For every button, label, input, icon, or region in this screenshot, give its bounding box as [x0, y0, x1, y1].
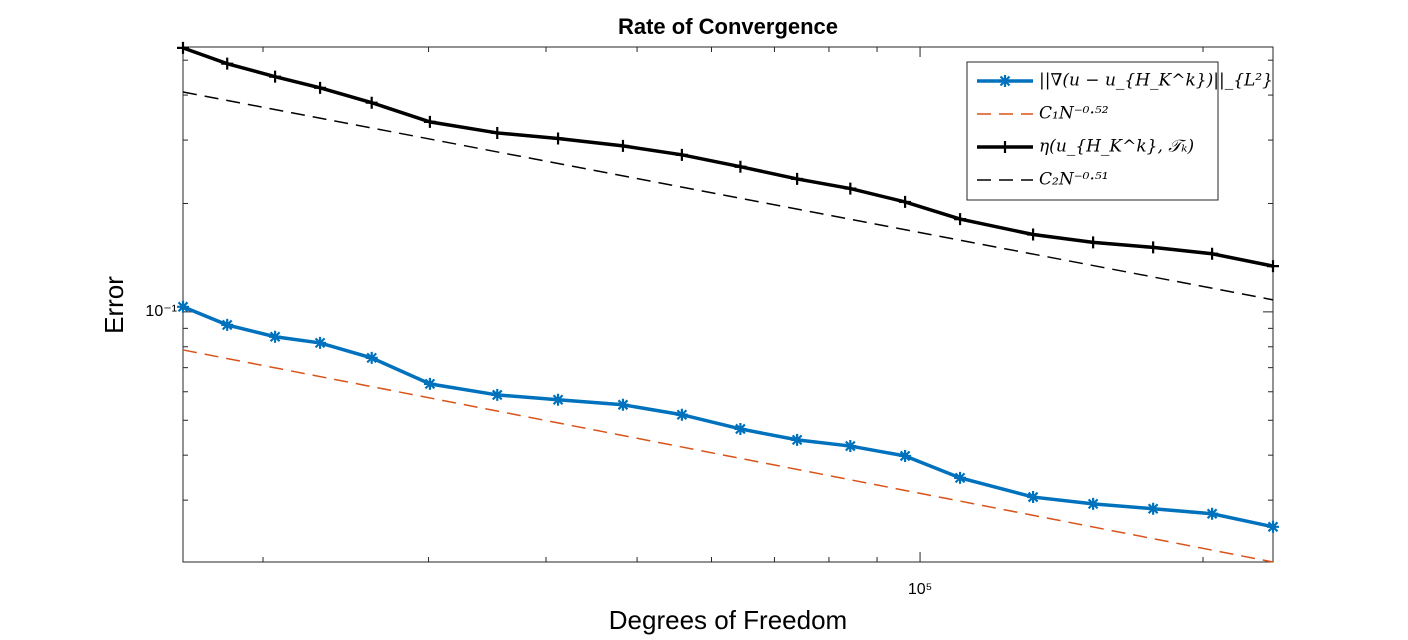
legend-marker: [999, 141, 1011, 153]
marker: [177, 300, 189, 313]
marker: [365, 351, 378, 364]
legend: ||∇(u − u_{H_K^k})||_{L²} C₁N⁻⁰·⁵² η(u_{H_…: [966, 61, 1273, 201]
y-tick-label: 10⁻¹: [145, 303, 177, 320]
marker: [1027, 491, 1040, 504]
marker: [791, 433, 804, 446]
marker: [899, 195, 912, 208]
y-axis-label: Error: [99, 276, 129, 334]
marker: [1087, 236, 1100, 249]
marker: [314, 81, 327, 94]
series-line: [182, 46, 1274, 268]
marker: [269, 330, 282, 343]
marker: [365, 96, 378, 109]
x-axis-label: Degrees of Freedom: [609, 605, 847, 635]
marker: [423, 115, 436, 128]
marker: [954, 471, 967, 484]
marker: [1206, 507, 1219, 520]
marker: [844, 440, 857, 453]
marker: [1147, 241, 1160, 254]
marker: [221, 57, 234, 70]
legend-marker: [999, 75, 1011, 87]
series-line: [182, 91, 1274, 301]
marker: [491, 388, 504, 401]
marker: [221, 318, 234, 331]
marker: [552, 393, 565, 406]
marker: [1206, 247, 1219, 260]
marker: [954, 213, 967, 226]
marker: [899, 449, 912, 462]
marker: [1267, 520, 1279, 533]
series-line: [182, 305, 1274, 529]
marker: [616, 139, 629, 152]
marker: [844, 182, 857, 195]
marker: [616, 398, 629, 411]
legend-label: η(u_{H_K^k}, 𝒯ₖ): [1039, 137, 1194, 157]
legend-label: ||∇(u − u_{H_K^k})||_{L²}: [1039, 71, 1273, 91]
marker: [552, 132, 565, 145]
marker: [791, 172, 804, 185]
marker: [675, 148, 688, 161]
marker: [675, 408, 688, 421]
marker: [1087, 497, 1100, 510]
marker: [491, 126, 504, 139]
chart-title: Rate of Convergence: [618, 14, 838, 39]
marker: [1147, 502, 1160, 515]
marker: [423, 377, 436, 390]
marker: [1267, 260, 1279, 273]
series-line: [182, 349, 1274, 563]
marker: [314, 336, 327, 349]
legend-label: C₂N⁻⁰·⁵¹: [1039, 170, 1109, 190]
marker: [1027, 228, 1040, 241]
x-tick-label: 10⁵: [908, 581, 932, 598]
marker: [177, 41, 189, 54]
marker: [734, 422, 747, 435]
marker: [734, 160, 747, 173]
marker: [269, 70, 282, 83]
legend-label: C₁N⁻⁰·⁵²: [1039, 104, 1109, 124]
